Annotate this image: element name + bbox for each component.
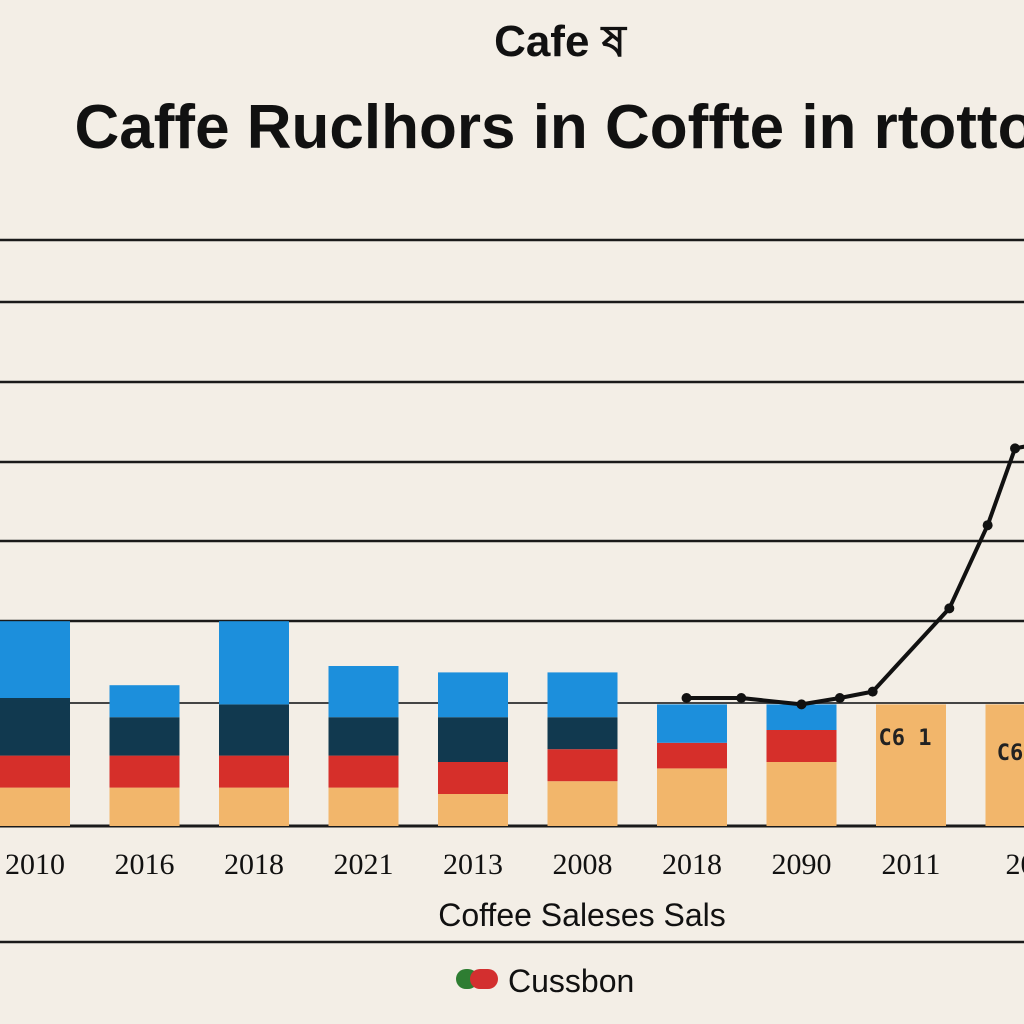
legend-label: Cussbon	[508, 963, 634, 999]
line-point-7	[1010, 443, 1021, 454]
x-axis-label: Coffee Saleses Sals	[438, 897, 726, 933]
bar-0-segment-0	[0, 787, 70, 826]
x-tick-8: 2011	[882, 848, 941, 881]
bars	[0, 621, 1024, 826]
bar-6-segment-3	[657, 704, 727, 743]
x-tick-1: 2016	[115, 848, 175, 881]
annotation-0: C6 1	[879, 726, 932, 751]
bar-2-segment-0	[219, 787, 289, 826]
bar-7-segment-0	[766, 762, 837, 826]
x-tick-5: 2008	[553, 848, 613, 881]
bar-1-segment-0	[109, 787, 180, 826]
bar-1-segment-2	[109, 717, 180, 756]
chart-subtitle: Caffe Ruclhors in Coffte in rtotto	[75, 93, 1024, 162]
legend: Cussbon	[456, 963, 634, 999]
line-point-4	[867, 686, 878, 697]
bar-3-segment-0	[328, 787, 399, 826]
bar-2-segment-1	[219, 755, 289, 788]
x-tick-4: 2013	[443, 848, 503, 881]
bar-7-segment-1	[766, 730, 837, 762]
x-tick-3: 2021	[334, 848, 394, 881]
bar-5-segment-2	[547, 717, 618, 750]
bar-4-segment-2	[438, 717, 508, 762]
bar-1-segment-1	[109, 755, 180, 788]
bar-2-segment-3	[219, 621, 289, 705]
bar-3-segment-1	[328, 755, 399, 788]
x-tick-0: 2010	[5, 848, 65, 881]
bar-3-segment-3	[328, 666, 399, 718]
bar-9-segment-0	[985, 704, 1024, 826]
bar-3-segment-2	[328, 717, 399, 756]
x-tick-6: 2018	[662, 848, 722, 881]
line-point-3	[834, 693, 845, 703]
x-tick-7: 2090	[772, 848, 832, 881]
annotation-1: C6	[997, 741, 1024, 766]
line-series	[681, 443, 1024, 710]
bar-8-segment-0	[876, 704, 946, 826]
line-point-2	[796, 699, 807, 710]
bar-6-segment-1	[657, 742, 727, 769]
line-point-1	[736, 693, 747, 703]
bar-4-segment-3	[438, 672, 508, 718]
bar-5-segment-3	[547, 672, 618, 718]
line-point-0	[681, 693, 692, 703]
line-series-path	[686, 444, 1024, 707]
x-tick-2: 2018	[224, 848, 284, 881]
legend-swatch-right	[470, 969, 498, 989]
grid	[0, 238, 1024, 944]
x-tick-9: 20	[1006, 848, 1024, 881]
line-point-5	[944, 603, 955, 614]
bar-0-segment-1	[0, 755, 70, 788]
bar-0-segment-3	[0, 621, 70, 698]
annotations: C6 1 C6	[879, 726, 1024, 766]
bar-4-segment-1	[438, 762, 508, 794]
bar-6-segment-0	[657, 768, 727, 826]
line-point-6	[982, 520, 993, 531]
bar-0-segment-2	[0, 698, 70, 756]
x-axis-ticks: 2010 2016 2018 2021 2013 2008 2018 2090 2011 20	[5, 848, 1024, 881]
bar-5-segment-1	[547, 749, 618, 782]
bar-2-segment-2	[219, 704, 289, 756]
bar-5-segment-0	[547, 781, 618, 826]
chart-title: Cafe ষ	[494, 17, 628, 66]
bar-1-segment-3	[109, 685, 180, 718]
bar-4-segment-0	[438, 794, 508, 826]
